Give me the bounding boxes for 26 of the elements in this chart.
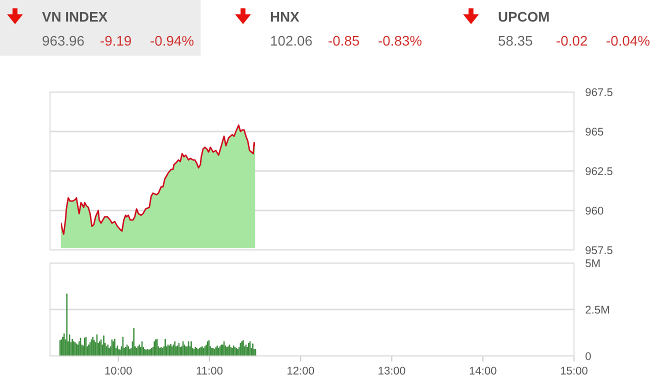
text: -0.02 bbox=[556, 36, 587, 46]
text: HNX bbox=[270, 12, 300, 22]
text: -0.94% bbox=[150, 36, 194, 46]
text: -0.04% bbox=[606, 36, 650, 46]
x-tick-label: 15:00 bbox=[560, 366, 588, 375]
y-tick-label: 962.5 bbox=[586, 167, 612, 176]
text: UPCOM bbox=[498, 12, 549, 22]
y-tick-label: 965 bbox=[586, 128, 604, 136]
y-tick-label: 2.5M bbox=[586, 306, 609, 314]
y-tick-label: 0 bbox=[586, 352, 591, 360]
text: -0.83% bbox=[378, 36, 422, 46]
text: -0.85 bbox=[328, 36, 360, 46]
y-tick-label: 960 bbox=[586, 206, 604, 215]
y-tick-label: 957.5 bbox=[586, 246, 612, 254]
x-tick-label: 13:00 bbox=[378, 366, 406, 375]
x-tick-label: 12:00 bbox=[288, 366, 314, 375]
x-tick-label: 11:00 bbox=[196, 366, 223, 375]
text: -9.19 bbox=[100, 36, 131, 46]
text: 963.96 bbox=[42, 36, 84, 46]
y-tick-label: 967.5 bbox=[586, 88, 612, 96]
x-tick-label: 10:00 bbox=[105, 366, 132, 375]
text: 58.35 bbox=[498, 36, 532, 46]
x-tick-label: 14:00 bbox=[470, 366, 496, 375]
text: 102.06 bbox=[271, 36, 312, 46]
y-tick-label: 5M bbox=[586, 259, 600, 268]
text: VN INDEX bbox=[42, 12, 108, 22]
